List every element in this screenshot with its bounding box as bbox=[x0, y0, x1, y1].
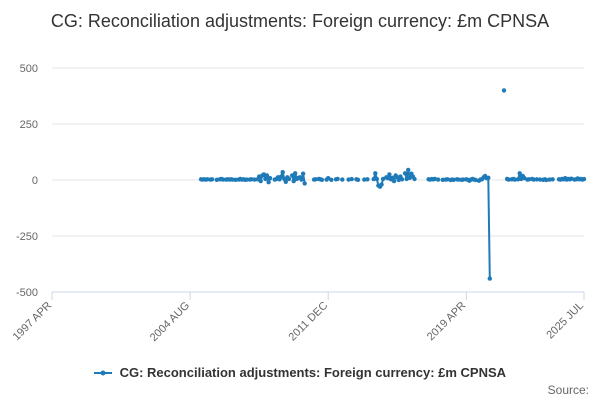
data-point bbox=[581, 176, 587, 182]
data-point bbox=[512, 177, 518, 182]
data-point bbox=[534, 177, 540, 182]
chart-title: CG: Reconciliation adjustments: Foreign … bbox=[50, 11, 550, 31]
data-point bbox=[501, 88, 507, 93]
data-point bbox=[487, 276, 492, 281]
data-point bbox=[244, 177, 249, 182]
data-point bbox=[300, 171, 306, 176]
legend[interactable]: CG: Reconciliation adjustments: Foreign … bbox=[0, 364, 600, 380]
y-tick-label: 0 bbox=[32, 175, 38, 187]
data-point bbox=[319, 177, 325, 182]
data-point bbox=[289, 173, 295, 178]
data-point bbox=[293, 171, 298, 176]
data-point bbox=[252, 177, 257, 182]
data-point bbox=[264, 173, 270, 178]
data-point bbox=[387, 172, 392, 177]
data-point bbox=[550, 177, 555, 182]
data-point bbox=[291, 178, 296, 184]
x-tick-label: 2019 APR bbox=[425, 300, 469, 344]
series-line bbox=[478, 175, 491, 279]
y-axis: 500 250 0 -250 -500 bbox=[16, 63, 38, 299]
data-point bbox=[349, 176, 354, 182]
legend-label: CG: Reconciliation adjustments: Foreign … bbox=[119, 365, 507, 381]
data-point bbox=[374, 176, 379, 182]
legend-swatch-icon bbox=[93, 370, 112, 376]
data-point bbox=[517, 171, 522, 176]
data-point bbox=[391, 178, 397, 184]
series-layer bbox=[198, 88, 587, 281]
data-point bbox=[313, 177, 318, 182]
data-point bbox=[266, 180, 271, 185]
y-tick-label: 250 bbox=[20, 119, 38, 131]
data-point bbox=[373, 171, 378, 176]
data-point bbox=[286, 176, 292, 182]
data-point bbox=[329, 177, 334, 182]
data-point bbox=[399, 177, 405, 182]
data-point bbox=[412, 176, 417, 182]
x-tick-label: 2025 JUL bbox=[544, 300, 586, 342]
data-point bbox=[263, 176, 268, 182]
y-tick-label: 500 bbox=[20, 63, 38, 75]
x-axis-ticks: 1997 APR 2004 AUG 2011 DEC 2019 APR 2025 JUL bbox=[11, 292, 586, 344]
x-tick-label: 2011 DEC bbox=[287, 300, 331, 344]
data-point bbox=[365, 177, 370, 182]
data-point bbox=[402, 171, 408, 176]
data-point bbox=[302, 181, 307, 186]
data-point bbox=[283, 179, 288, 184]
source-label: Source: bbox=[547, 383, 589, 397]
data-point bbox=[299, 177, 304, 182]
y-tick-label: -500 bbox=[16, 287, 38, 299]
data-point bbox=[280, 170, 285, 175]
data-point bbox=[390, 175, 395, 180]
data-point bbox=[435, 177, 441, 182]
data-point bbox=[267, 176, 273, 181]
data-point bbox=[379, 182, 384, 187]
data-point bbox=[258, 178, 263, 184]
data-point bbox=[486, 175, 491, 180]
data-point bbox=[355, 177, 361, 182]
x-tick-label: 2004 AUG bbox=[148, 300, 192, 344]
data-point bbox=[278, 174, 284, 179]
data-point bbox=[209, 177, 215, 182]
data-point bbox=[220, 177, 226, 182]
data-point bbox=[544, 177, 549, 183]
data-point bbox=[406, 167, 411, 173]
data-point bbox=[340, 177, 345, 182]
x-tick-label: 1997 APR bbox=[11, 300, 55, 344]
data-point bbox=[335, 176, 340, 182]
y-tick-label: -250 bbox=[16, 231, 38, 243]
